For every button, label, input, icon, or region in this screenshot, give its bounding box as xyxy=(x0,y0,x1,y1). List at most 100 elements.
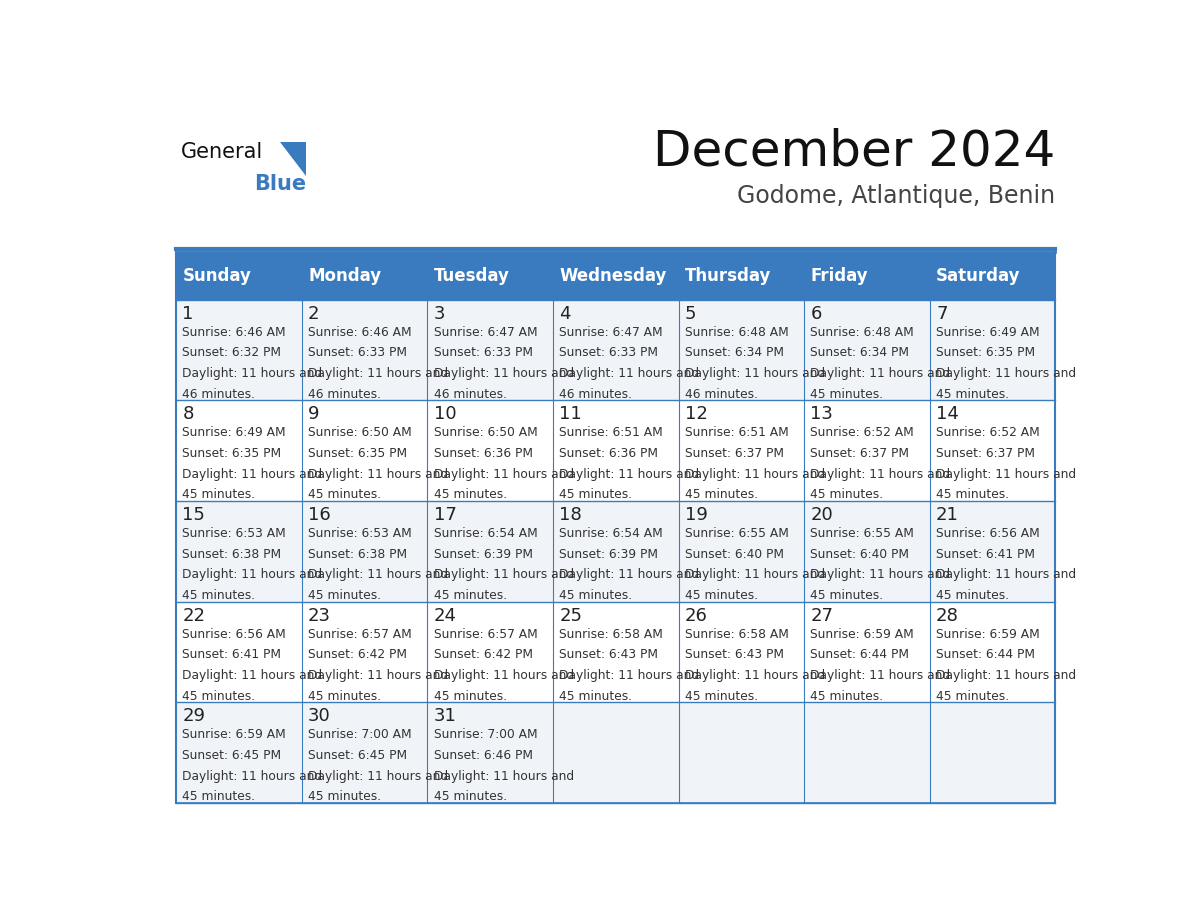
Text: Daylight: 11 hours and: Daylight: 11 hours and xyxy=(684,568,824,581)
Text: Blue: Blue xyxy=(254,174,307,194)
Text: Daylight: 11 hours and: Daylight: 11 hours and xyxy=(936,669,1076,682)
Text: Sunset: 6:45 PM: Sunset: 6:45 PM xyxy=(183,749,282,762)
Text: 17: 17 xyxy=(434,506,456,524)
Text: Daylight: 11 hours and: Daylight: 11 hours and xyxy=(684,467,824,481)
Text: Sunrise: 6:46 AM: Sunrise: 6:46 AM xyxy=(183,326,286,339)
Text: 20: 20 xyxy=(810,506,833,524)
Text: Saturday: Saturday xyxy=(936,266,1020,285)
Text: Daylight: 11 hours and: Daylight: 11 hours and xyxy=(308,568,448,581)
Text: 9: 9 xyxy=(308,405,320,423)
Text: Sunrise: 6:50 AM: Sunrise: 6:50 AM xyxy=(434,427,537,440)
Text: 45 minutes.: 45 minutes. xyxy=(560,589,632,602)
Text: Sunset: 6:40 PM: Sunset: 6:40 PM xyxy=(684,548,784,561)
Text: Sunrise: 6:47 AM: Sunrise: 6:47 AM xyxy=(560,326,663,339)
Text: Sunset: 6:41 PM: Sunset: 6:41 PM xyxy=(936,548,1035,561)
Text: Sunrise: 6:51 AM: Sunrise: 6:51 AM xyxy=(684,427,789,440)
Text: 2: 2 xyxy=(308,305,320,322)
Text: Daylight: 11 hours and: Daylight: 11 hours and xyxy=(434,467,574,481)
Bar xyxy=(428,601,552,702)
Text: Sunrise: 6:48 AM: Sunrise: 6:48 AM xyxy=(684,326,789,339)
Text: 14: 14 xyxy=(936,405,959,423)
Text: 46 minutes.: 46 minutes. xyxy=(560,387,632,400)
Text: Sunset: 6:44 PM: Sunset: 6:44 PM xyxy=(936,648,1035,661)
Text: Daylight: 11 hours and: Daylight: 11 hours and xyxy=(810,467,950,481)
Text: Sunset: 6:39 PM: Sunset: 6:39 PM xyxy=(560,548,658,561)
Bar xyxy=(804,601,930,702)
Polygon shape xyxy=(280,142,307,176)
Text: 24: 24 xyxy=(434,607,456,624)
Text: Sunrise: 6:53 AM: Sunrise: 6:53 AM xyxy=(183,527,286,540)
Text: Sunset: 6:41 PM: Sunset: 6:41 PM xyxy=(183,648,282,661)
Text: Daylight: 11 hours and: Daylight: 11 hours and xyxy=(684,669,824,682)
Text: 21: 21 xyxy=(936,506,959,524)
Bar xyxy=(804,702,930,803)
Text: General: General xyxy=(181,142,263,162)
Text: 46 minutes.: 46 minutes. xyxy=(308,387,381,400)
Bar xyxy=(176,601,302,702)
Text: Sunset: 6:40 PM: Sunset: 6:40 PM xyxy=(810,548,910,561)
Text: Sunrise: 6:52 AM: Sunrise: 6:52 AM xyxy=(936,427,1040,440)
Text: Sunrise: 6:58 AM: Sunrise: 6:58 AM xyxy=(684,628,789,641)
Text: Daylight: 11 hours and: Daylight: 11 hours and xyxy=(810,568,950,581)
Text: Sunrise: 6:53 AM: Sunrise: 6:53 AM xyxy=(308,527,412,540)
Text: 45 minutes.: 45 minutes. xyxy=(810,387,884,400)
Text: Daylight: 11 hours and: Daylight: 11 hours and xyxy=(936,467,1076,481)
Text: Daylight: 11 hours and: Daylight: 11 hours and xyxy=(183,367,322,380)
Text: 22: 22 xyxy=(183,607,206,624)
Text: Sunrise: 6:54 AM: Sunrise: 6:54 AM xyxy=(434,527,537,540)
Text: 45 minutes.: 45 minutes. xyxy=(434,488,507,501)
Text: 45 minutes.: 45 minutes. xyxy=(183,589,255,602)
Text: Sunrise: 6:57 AM: Sunrise: 6:57 AM xyxy=(308,628,412,641)
Text: Sunset: 6:36 PM: Sunset: 6:36 PM xyxy=(560,447,658,460)
Text: 5: 5 xyxy=(684,305,696,322)
Text: 45 minutes.: 45 minutes. xyxy=(560,488,632,501)
Bar xyxy=(428,400,552,501)
Text: Daylight: 11 hours and: Daylight: 11 hours and xyxy=(936,568,1076,581)
Text: Daylight: 11 hours and: Daylight: 11 hours and xyxy=(434,568,574,581)
Text: 8: 8 xyxy=(183,405,194,423)
Text: Daylight: 11 hours and: Daylight: 11 hours and xyxy=(810,669,950,682)
Text: 46 minutes.: 46 minutes. xyxy=(434,387,506,400)
Text: December 2024: December 2024 xyxy=(653,128,1055,176)
Text: 45 minutes.: 45 minutes. xyxy=(560,689,632,702)
Bar xyxy=(552,501,678,601)
Bar xyxy=(804,400,930,501)
Text: Daylight: 11 hours and: Daylight: 11 hours and xyxy=(183,769,322,783)
Text: 27: 27 xyxy=(810,607,834,624)
Text: 13: 13 xyxy=(810,405,833,423)
Text: Sunrise: 6:52 AM: Sunrise: 6:52 AM xyxy=(810,427,915,440)
Text: Sunrise: 6:50 AM: Sunrise: 6:50 AM xyxy=(308,427,412,440)
Text: Sunrise: 6:54 AM: Sunrise: 6:54 AM xyxy=(560,527,663,540)
Text: Godome, Atlantique, Benin: Godome, Atlantique, Benin xyxy=(738,185,1055,208)
Bar xyxy=(552,400,678,501)
Bar xyxy=(302,252,428,299)
Bar xyxy=(930,601,1055,702)
Text: 11: 11 xyxy=(560,405,582,423)
Text: 45 minutes.: 45 minutes. xyxy=(434,589,507,602)
Text: 19: 19 xyxy=(684,506,708,524)
Text: 16: 16 xyxy=(308,506,330,524)
Text: Sunrise: 6:56 AM: Sunrise: 6:56 AM xyxy=(936,527,1040,540)
Bar xyxy=(930,252,1055,299)
Text: 45 minutes.: 45 minutes. xyxy=(684,689,758,702)
Text: Wednesday: Wednesday xyxy=(560,266,666,285)
Text: Sunset: 6:45 PM: Sunset: 6:45 PM xyxy=(308,749,407,762)
Text: Sunrise: 6:59 AM: Sunrise: 6:59 AM xyxy=(810,628,915,641)
Text: Sunset: 6:38 PM: Sunset: 6:38 PM xyxy=(183,548,282,561)
Text: Daylight: 11 hours and: Daylight: 11 hours and xyxy=(183,568,322,581)
Text: 45 minutes.: 45 minutes. xyxy=(434,689,507,702)
Text: Sunset: 6:42 PM: Sunset: 6:42 PM xyxy=(308,648,407,661)
Bar xyxy=(678,400,804,501)
Text: Sunset: 6:36 PM: Sunset: 6:36 PM xyxy=(434,447,532,460)
Text: Daylight: 11 hours and: Daylight: 11 hours and xyxy=(434,669,574,682)
Text: Daylight: 11 hours and: Daylight: 11 hours and xyxy=(936,367,1076,380)
Text: 45 minutes.: 45 minutes. xyxy=(308,790,381,803)
Text: 45 minutes.: 45 minutes. xyxy=(308,689,381,702)
Bar xyxy=(176,501,302,601)
Text: Sunrise: 7:00 AM: Sunrise: 7:00 AM xyxy=(308,728,411,742)
Bar xyxy=(176,400,302,501)
Text: 45 minutes.: 45 minutes. xyxy=(183,488,255,501)
Text: 30: 30 xyxy=(308,707,330,725)
Bar xyxy=(930,501,1055,601)
Text: 15: 15 xyxy=(183,506,206,524)
